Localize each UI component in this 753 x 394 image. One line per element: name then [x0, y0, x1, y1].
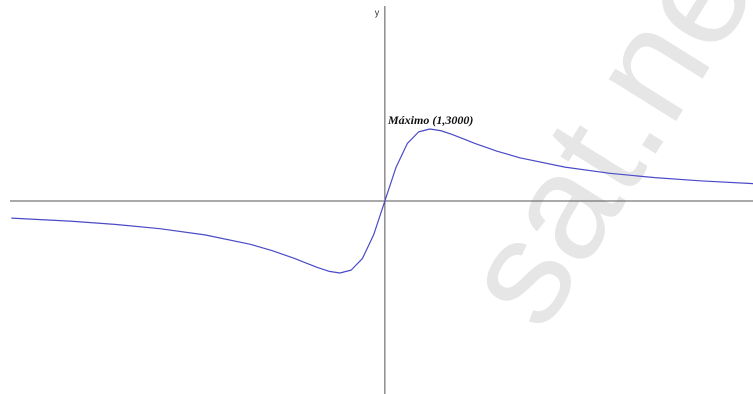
- curve: [11, 128, 753, 274]
- annotation: Máximo (1,3000): [387, 113, 473, 127]
- watermark: sat.ne: [427, 0, 753, 352]
- y-axis-label: y: [375, 7, 380, 17]
